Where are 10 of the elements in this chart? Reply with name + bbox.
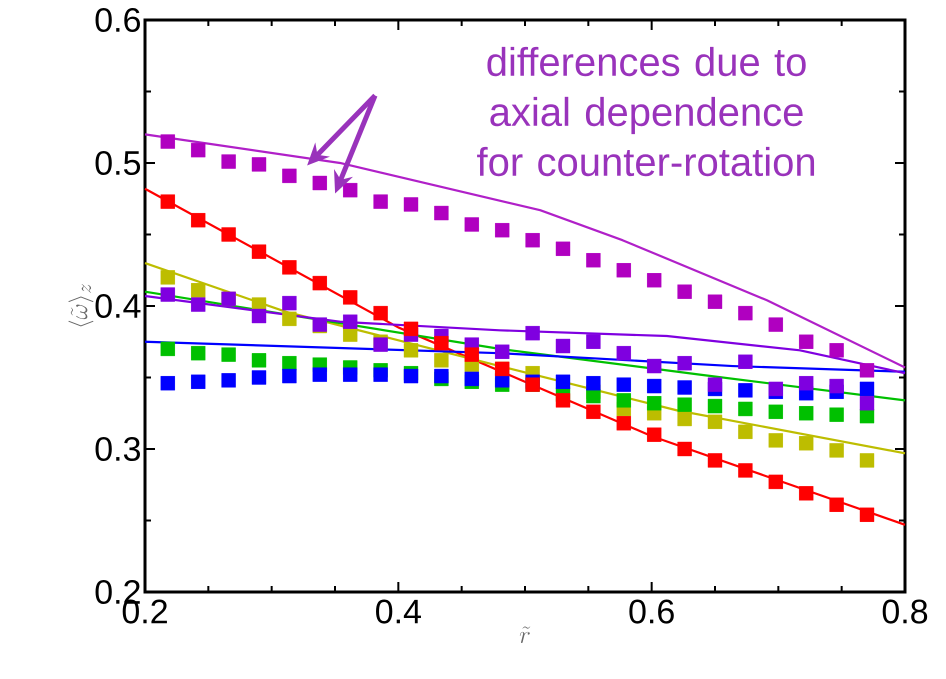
y-axis-title: $\langle \tilde{\omega} \rangle_z$ <box>68 284 94 326</box>
annotation: differences due to axial dependence for counter-rotation <box>477 46 814 176</box>
x-tick-label: 0.4 <box>376 600 421 624</box>
y-tick-label: 0.6 <box>96 8 140 32</box>
x-axis-title: $\tilde{r}$ <box>520 626 530 644</box>
y-tick-label: 0.5 <box>96 150 140 176</box>
y-tick-label: 0.3 <box>96 436 140 462</box>
x-tick-label: 0.6 <box>629 600 674 624</box>
y-tick-label: 0.4 <box>96 294 140 318</box>
x-tick-label: 0.8 <box>882 600 928 624</box>
